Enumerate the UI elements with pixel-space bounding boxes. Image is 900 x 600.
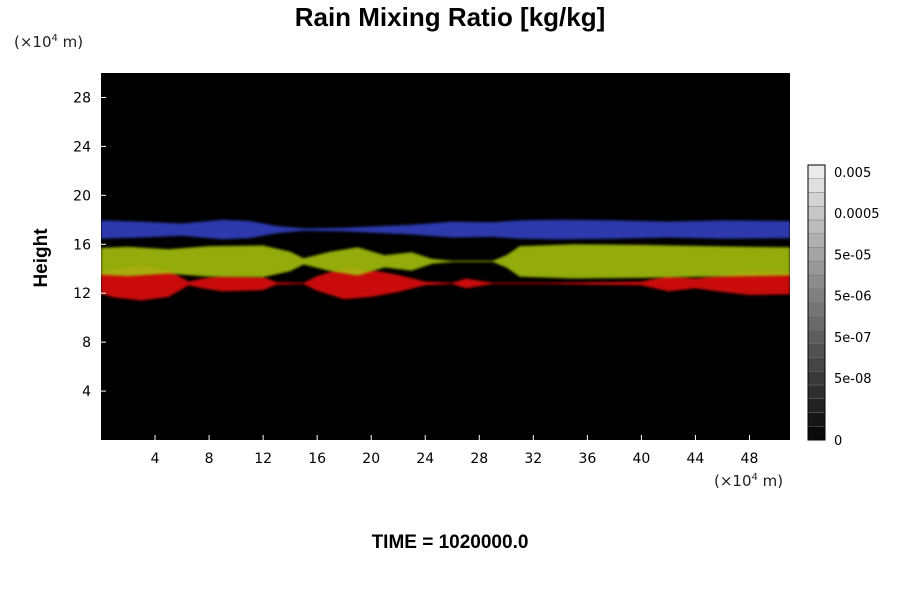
field-layer-0 (101, 266, 790, 301)
colorbar-segment (807, 329, 826, 344)
y-tick-label: 24 (73, 139, 91, 155)
x-tick-label: 44 (687, 451, 705, 467)
colorbar-tick-label: 0.005 (834, 166, 871, 181)
y-tick-label: 4 (82, 384, 91, 400)
x-tick-label: 28 (470, 451, 488, 467)
colorbar-segment (807, 412, 826, 427)
x-tick-label: 40 (632, 451, 650, 467)
colorbar-tick-label: 0.0005 (834, 207, 880, 222)
x-tick-label: 24 (416, 451, 434, 467)
colorbar-segment (807, 192, 826, 207)
colorbar-frame (807, 164, 826, 441)
field-layer-2 (101, 219, 790, 240)
x-unit-exponent: 4 (751, 472, 758, 483)
colorbar-segment (807, 178, 826, 193)
y-tick-label: 20 (73, 188, 91, 204)
colorbar-segment (807, 219, 826, 234)
colorbar-segment (807, 233, 826, 248)
x-tick-label: 20 (362, 451, 380, 467)
x-axis-unit: (×104 m) (714, 472, 783, 490)
colorbar-segment (807, 384, 826, 399)
colorbar-segment (807, 426, 826, 441)
colorbar-segment (807, 316, 826, 331)
y-tick-label: 12 (73, 286, 91, 302)
colorbar-segment (807, 371, 826, 386)
y-tick-label: 16 (73, 237, 91, 253)
x-tick-label: 4 (151, 451, 160, 467)
colorbar-segment (807, 343, 826, 358)
x-tick-label: 48 (741, 451, 759, 467)
colorbar-segment (807, 164, 826, 179)
field-layer-1 (101, 244, 790, 279)
x-tick-label: 8 (205, 451, 214, 467)
colorbar-segment (807, 206, 826, 221)
colorbar-segment (807, 357, 826, 372)
x-tick-label: 16 (308, 451, 326, 467)
colorbar-segment (807, 247, 826, 262)
colorbar-tick-label: 5e-07 (834, 331, 872, 346)
colorbar-segment (807, 398, 826, 413)
colorbar-tick-label: 5e-05 (834, 248, 872, 263)
colorbar: 0.005 0.0005 5e-05 5e-06 5e-07 5e-08 0 (807, 164, 880, 449)
x-unit-prefix: (×10 (714, 472, 752, 490)
colorbar-tick-label: 0 (834, 434, 842, 449)
y-tick-label: 28 (73, 90, 91, 106)
y-unit-exponent: 4 (51, 33, 58, 44)
y-axis-unit: (×104 m) (14, 33, 83, 51)
x-tick-label: 32 (524, 451, 542, 467)
x-tick-label: 12 (254, 451, 272, 467)
field-layers (101, 219, 790, 301)
colorbar-segment (807, 288, 826, 303)
y-unit-suffix: m) (57, 33, 84, 51)
colorbar-tick-label: 5e-06 (834, 290, 872, 305)
y-tick-label: 8 (82, 335, 91, 351)
y-unit-prefix: (×10 (14, 33, 52, 51)
colorbar-segment (807, 302, 826, 317)
y-tick-labels: 4 8 12 16 20 24 28 (73, 90, 106, 400)
time-label: TIME = 1020000.0 (371, 532, 529, 553)
x-tick-labels: 4 8 12 16 20 24 28 32 36 40 44 48 (151, 435, 759, 467)
colorbar-segment (807, 274, 826, 289)
x-unit-suffix: m) (757, 472, 784, 490)
colorbar-segment (807, 261, 826, 276)
chart-title: Rain Mixing Ratio [kg/kg] (294, 2, 606, 32)
colorbar-tick-label: 5e-08 (834, 372, 872, 387)
x-tick-label: 36 (578, 451, 596, 467)
